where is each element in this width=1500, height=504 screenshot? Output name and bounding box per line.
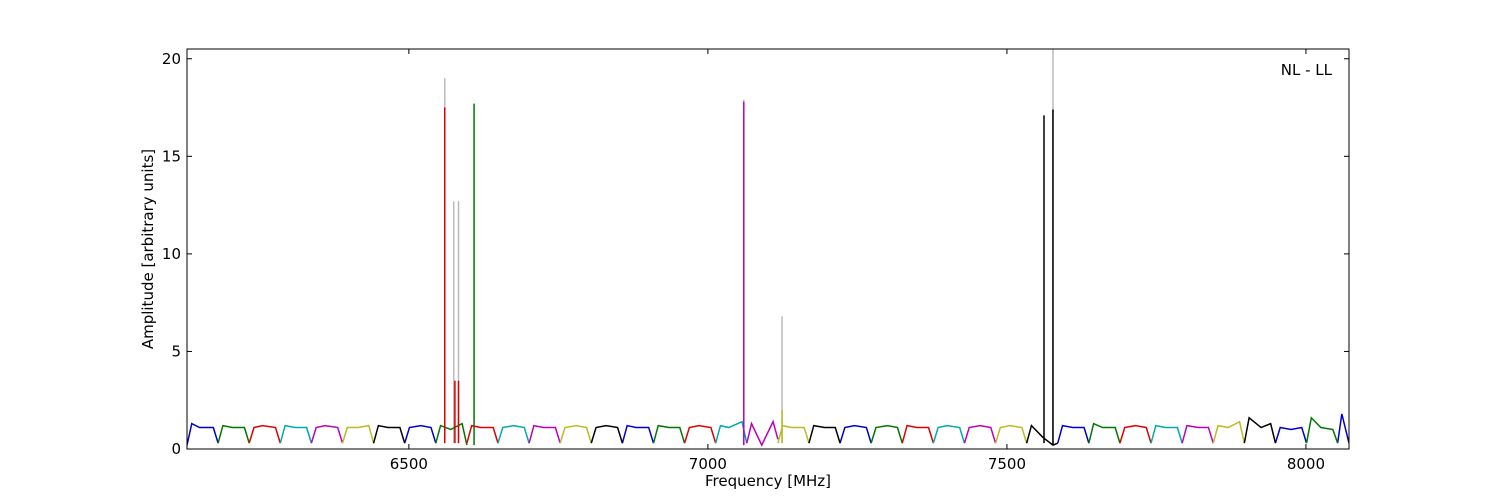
y-tick-label: 15 [162,147,181,165]
x-axis-label: Frequency [MHz] [705,472,831,490]
x-tick-label: 7500 [988,455,1026,473]
series-line [187,413,1349,446]
series-line [341,409,1246,444]
x-tick-label: 8000 [1287,455,1325,473]
y-tick-label: 0 [171,440,181,458]
y-axis-label: Amplitude [arbitrary units] [139,149,157,349]
y-tick-label: 20 [162,50,181,68]
annotation: NL - LL [1281,61,1333,79]
series-line [217,103,1339,446]
y-tick-label: 10 [162,245,181,263]
series-line [248,107,1152,444]
series-line [372,109,1277,446]
x-tick-label: 7000 [689,455,727,473]
y-tick-label: 5 [171,342,181,360]
series-line [279,420,1183,444]
plot-frame [186,48,1350,450]
series-line [444,49,1054,446]
series-line [310,101,1214,447]
x-tick-label: 6500 [390,455,428,473]
